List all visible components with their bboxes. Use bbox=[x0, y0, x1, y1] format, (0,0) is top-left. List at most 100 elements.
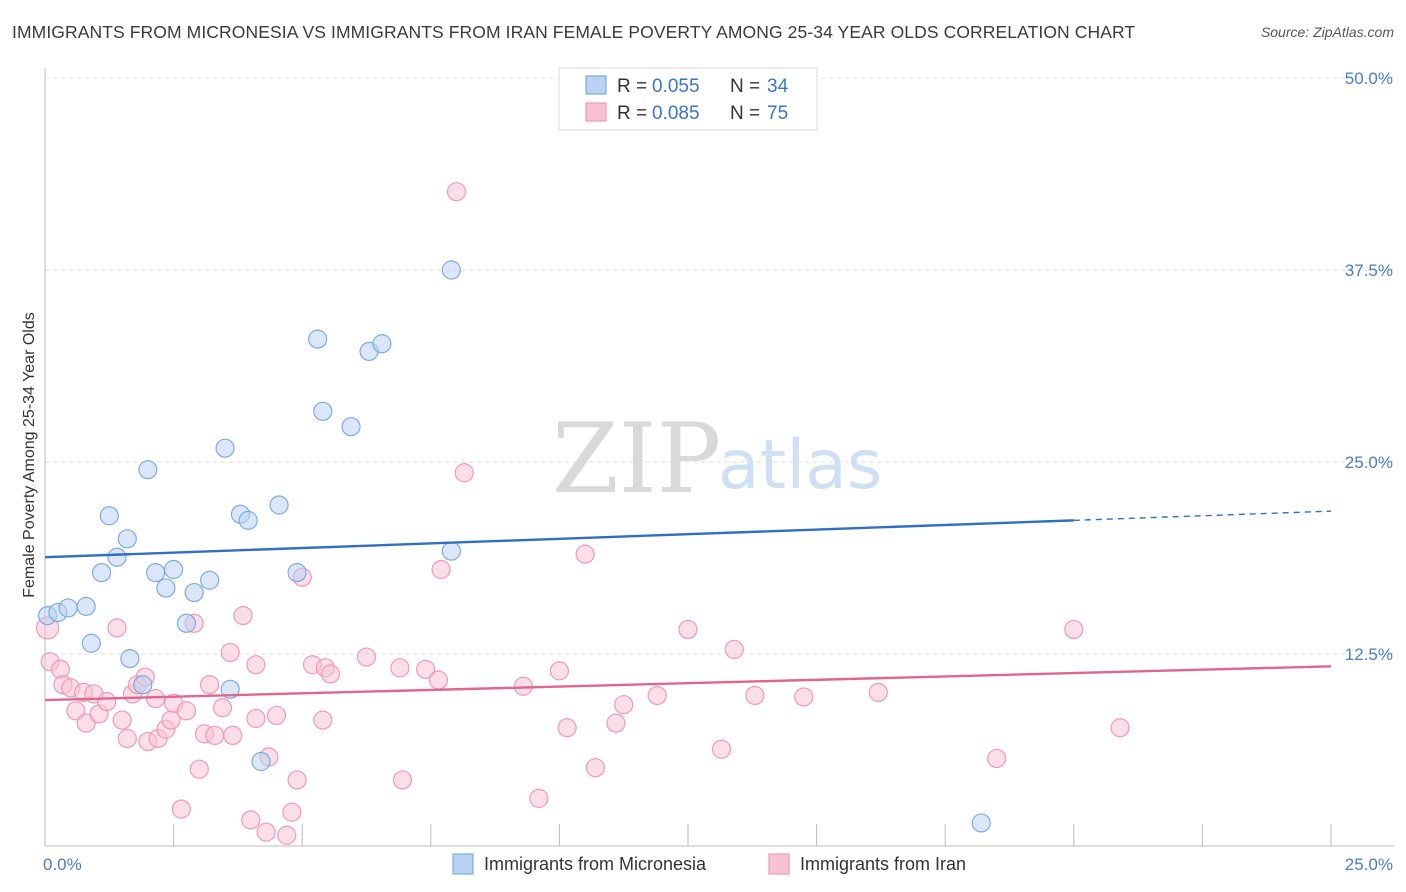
point-iran-72 bbox=[1064, 619, 1084, 640]
point-iran-57 bbox=[529, 788, 549, 808]
point-iran-66 bbox=[711, 739, 732, 759]
point-iran-10 bbox=[97, 692, 117, 712]
y-tick-label-2: 37.5% bbox=[1345, 261, 1393, 280]
point-micronesia-27 bbox=[341, 417, 361, 437]
point-iran-54 bbox=[446, 182, 467, 202]
point-iran-52 bbox=[428, 670, 449, 690]
point-micronesia-15 bbox=[176, 613, 197, 633]
source-credit: Source: ZipAtlas.com bbox=[1260, 24, 1394, 40]
gridlines bbox=[45, 77, 1394, 655]
series-legend: Immigrants from Micronesia Immigrants fr… bbox=[452, 853, 966, 875]
point-iran-36 bbox=[246, 708, 266, 729]
point-iran-12 bbox=[112, 710, 132, 730]
point-iran-13 bbox=[117, 728, 137, 749]
point-micronesia-14 bbox=[164, 559, 184, 580]
point-micronesia-31 bbox=[441, 541, 461, 561]
point-iran-53 bbox=[431, 559, 451, 580]
chart-title: IMMIGRANTS FROM MICRONESIA VS IMMIGRANTS… bbox=[12, 22, 1136, 42]
watermark-zip: ZIP bbox=[552, 403, 721, 515]
correlation-legend: R = 0.055 N = 34 R = 0.085 N = 75 bbox=[558, 67, 818, 131]
legend-n-value-iran: 75 bbox=[767, 103, 788, 124]
point-micronesia-29 bbox=[372, 334, 392, 354]
x-tick-label-0: 0.0% bbox=[43, 855, 82, 874]
point-micronesia-9 bbox=[120, 649, 140, 669]
x-tick-label-1: 25.0% bbox=[1345, 855, 1393, 874]
point-iran-49 bbox=[390, 658, 410, 678]
point-iran-73 bbox=[1110, 718, 1130, 738]
point-iran-55 bbox=[454, 463, 474, 483]
point-iran-58 bbox=[549, 661, 570, 681]
trend-line-extension-micronesia bbox=[1073, 510, 1332, 522]
trend-line-iran bbox=[44, 665, 1332, 702]
point-iran-31 bbox=[220, 642, 240, 663]
legend-r-value-iran: 0.085 bbox=[652, 103, 700, 124]
point-iran-69 bbox=[794, 687, 814, 707]
point-micronesia-17 bbox=[200, 570, 220, 590]
point-iran-62 bbox=[606, 713, 626, 733]
point-iran-34 bbox=[241, 810, 261, 830]
point-iran-33 bbox=[233, 605, 253, 626]
point-iran-42 bbox=[287, 770, 307, 790]
legend-n-value-micronesia: 34 bbox=[767, 76, 789, 97]
point-micronesia-7 bbox=[107, 547, 127, 567]
axes bbox=[44, 68, 1394, 847]
point-iran-28 bbox=[200, 675, 220, 695]
point-iran-30 bbox=[212, 698, 233, 718]
point-micronesia-32 bbox=[971, 813, 991, 833]
point-iran-23 bbox=[171, 799, 191, 819]
y-tick-label-3: 50.0% bbox=[1345, 69, 1393, 88]
point-micronesia-19 bbox=[220, 679, 240, 699]
point-iran-51 bbox=[416, 659, 436, 679]
point-micronesia-18 bbox=[215, 438, 235, 458]
trend-line-micronesia bbox=[44, 519, 1074, 559]
trend-lines bbox=[44, 510, 1332, 702]
point-micronesia-25 bbox=[308, 329, 328, 349]
legend-n-label-micronesia: N = bbox=[730, 76, 760, 97]
point-iran-47 bbox=[320, 664, 341, 684]
point-iran-71 bbox=[987, 748, 1007, 769]
point-iran-50 bbox=[392, 770, 413, 790]
bottom-legend-swatch-micronesia bbox=[452, 853, 474, 875]
point-iran-59 bbox=[557, 718, 577, 738]
point-iran-65 bbox=[678, 619, 698, 640]
bottom-legend-label-micronesia: Immigrants from Micronesia bbox=[484, 854, 707, 874]
point-iran-61 bbox=[585, 758, 606, 778]
point-iran-41 bbox=[282, 802, 302, 822]
legend-swatch-micronesia bbox=[585, 75, 607, 95]
point-micronesia-16 bbox=[184, 582, 204, 603]
point-iran-39 bbox=[266, 705, 287, 726]
data-points bbox=[35, 182, 1130, 845]
y-tick-label-1: 25.0% bbox=[1345, 453, 1393, 472]
point-micronesia-4 bbox=[81, 633, 101, 653]
point-micronesia-26 bbox=[313, 401, 333, 421]
point-iran-48 bbox=[356, 647, 377, 667]
point-iran-70 bbox=[868, 682, 888, 703]
point-iran-29 bbox=[205, 725, 225, 746]
tick-labels: 12.5% 25.0% 37.5% 50.0% 0.0% 25.0% bbox=[43, 69, 1393, 874]
point-micronesia-5 bbox=[91, 562, 112, 583]
bottom-legend-label-iran: Immigrants from Iran bbox=[800, 854, 966, 874]
point-iran-32 bbox=[223, 725, 243, 746]
point-iran-18 bbox=[145, 688, 166, 709]
point-iran-26 bbox=[189, 759, 209, 779]
watermark: ZIP atlas bbox=[552, 403, 882, 515]
point-micronesia-12 bbox=[145, 562, 166, 583]
point-micronesia-10 bbox=[133, 675, 153, 695]
y-axis-label: Female Poverty Among 25-34 Year Olds bbox=[21, 312, 38, 598]
point-micronesia-23 bbox=[269, 495, 289, 515]
legend-swatch-iran bbox=[585, 102, 607, 122]
point-micronesia-3 bbox=[76, 596, 96, 616]
point-iran-35 bbox=[246, 655, 266, 675]
point-micronesia-30 bbox=[441, 260, 461, 280]
point-micronesia-11 bbox=[138, 460, 158, 480]
point-iran-40 bbox=[277, 825, 297, 845]
point-iran-24 bbox=[176, 701, 197, 721]
point-iran-45 bbox=[313, 710, 333, 730]
point-iran-68 bbox=[745, 685, 765, 706]
legend-n-label-iran: N = bbox=[730, 103, 760, 124]
point-micronesia-22 bbox=[251, 751, 271, 772]
point-micronesia-13 bbox=[156, 578, 176, 598]
bottom-legend-swatch-iran bbox=[768, 853, 790, 875]
watermark-atlas: atlas bbox=[718, 426, 882, 505]
